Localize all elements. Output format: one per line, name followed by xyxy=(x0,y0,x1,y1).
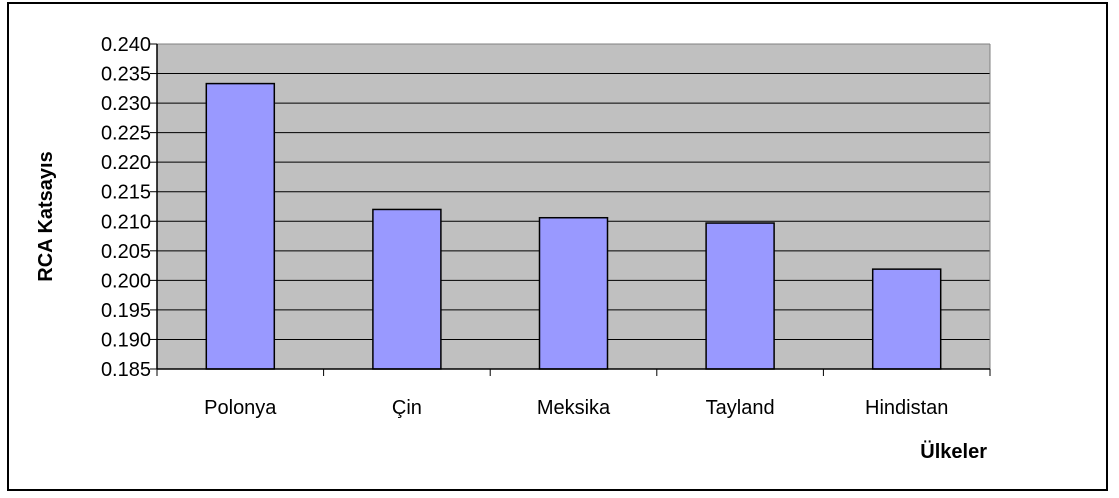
y-tick-label: 0.190 xyxy=(101,329,151,351)
x-axis-title: Ülkeler xyxy=(920,440,987,463)
x-tick-label: Polonya xyxy=(204,397,277,419)
y-axis-title: RCA Katsayıs xyxy=(35,151,57,281)
y-tick-label: 0.205 xyxy=(101,241,151,263)
x-tick-label: Çin xyxy=(392,397,422,419)
y-tick-label: 0.240 xyxy=(101,34,151,56)
bar-hindistan xyxy=(871,268,942,370)
x-tick-label: Meksika xyxy=(537,397,611,419)
bar-çin xyxy=(372,208,442,370)
bar-polonya xyxy=(205,82,276,370)
y-tick-label: 0.210 xyxy=(101,211,151,233)
bar-meksika xyxy=(538,216,609,370)
y-tick-label: 0.185 xyxy=(101,359,151,381)
y-tick-label: 0.220 xyxy=(101,152,151,174)
y-tick-label: 0.200 xyxy=(101,270,151,292)
y-tick-label: 0.195 xyxy=(101,300,151,322)
bar-tayland xyxy=(705,222,775,370)
x-tick-labels: Polonya Çin Meksika Tayland Hindistan xyxy=(204,397,948,419)
y-tick-label: 0.225 xyxy=(101,123,151,145)
x-tick-label: Hindistan xyxy=(865,397,948,419)
axes xyxy=(150,43,991,376)
y-tick-label: 0.230 xyxy=(101,93,151,115)
x-tick-label: Tayland xyxy=(706,397,775,419)
bars xyxy=(205,82,942,370)
y-tick-label: 0.235 xyxy=(101,64,151,86)
y-tick-labels: 0.185 0.190 0.195 0.200 0.205 0.210 0.215 0.220… xyxy=(101,34,151,381)
y-tick-label: 0.215 xyxy=(101,182,151,204)
